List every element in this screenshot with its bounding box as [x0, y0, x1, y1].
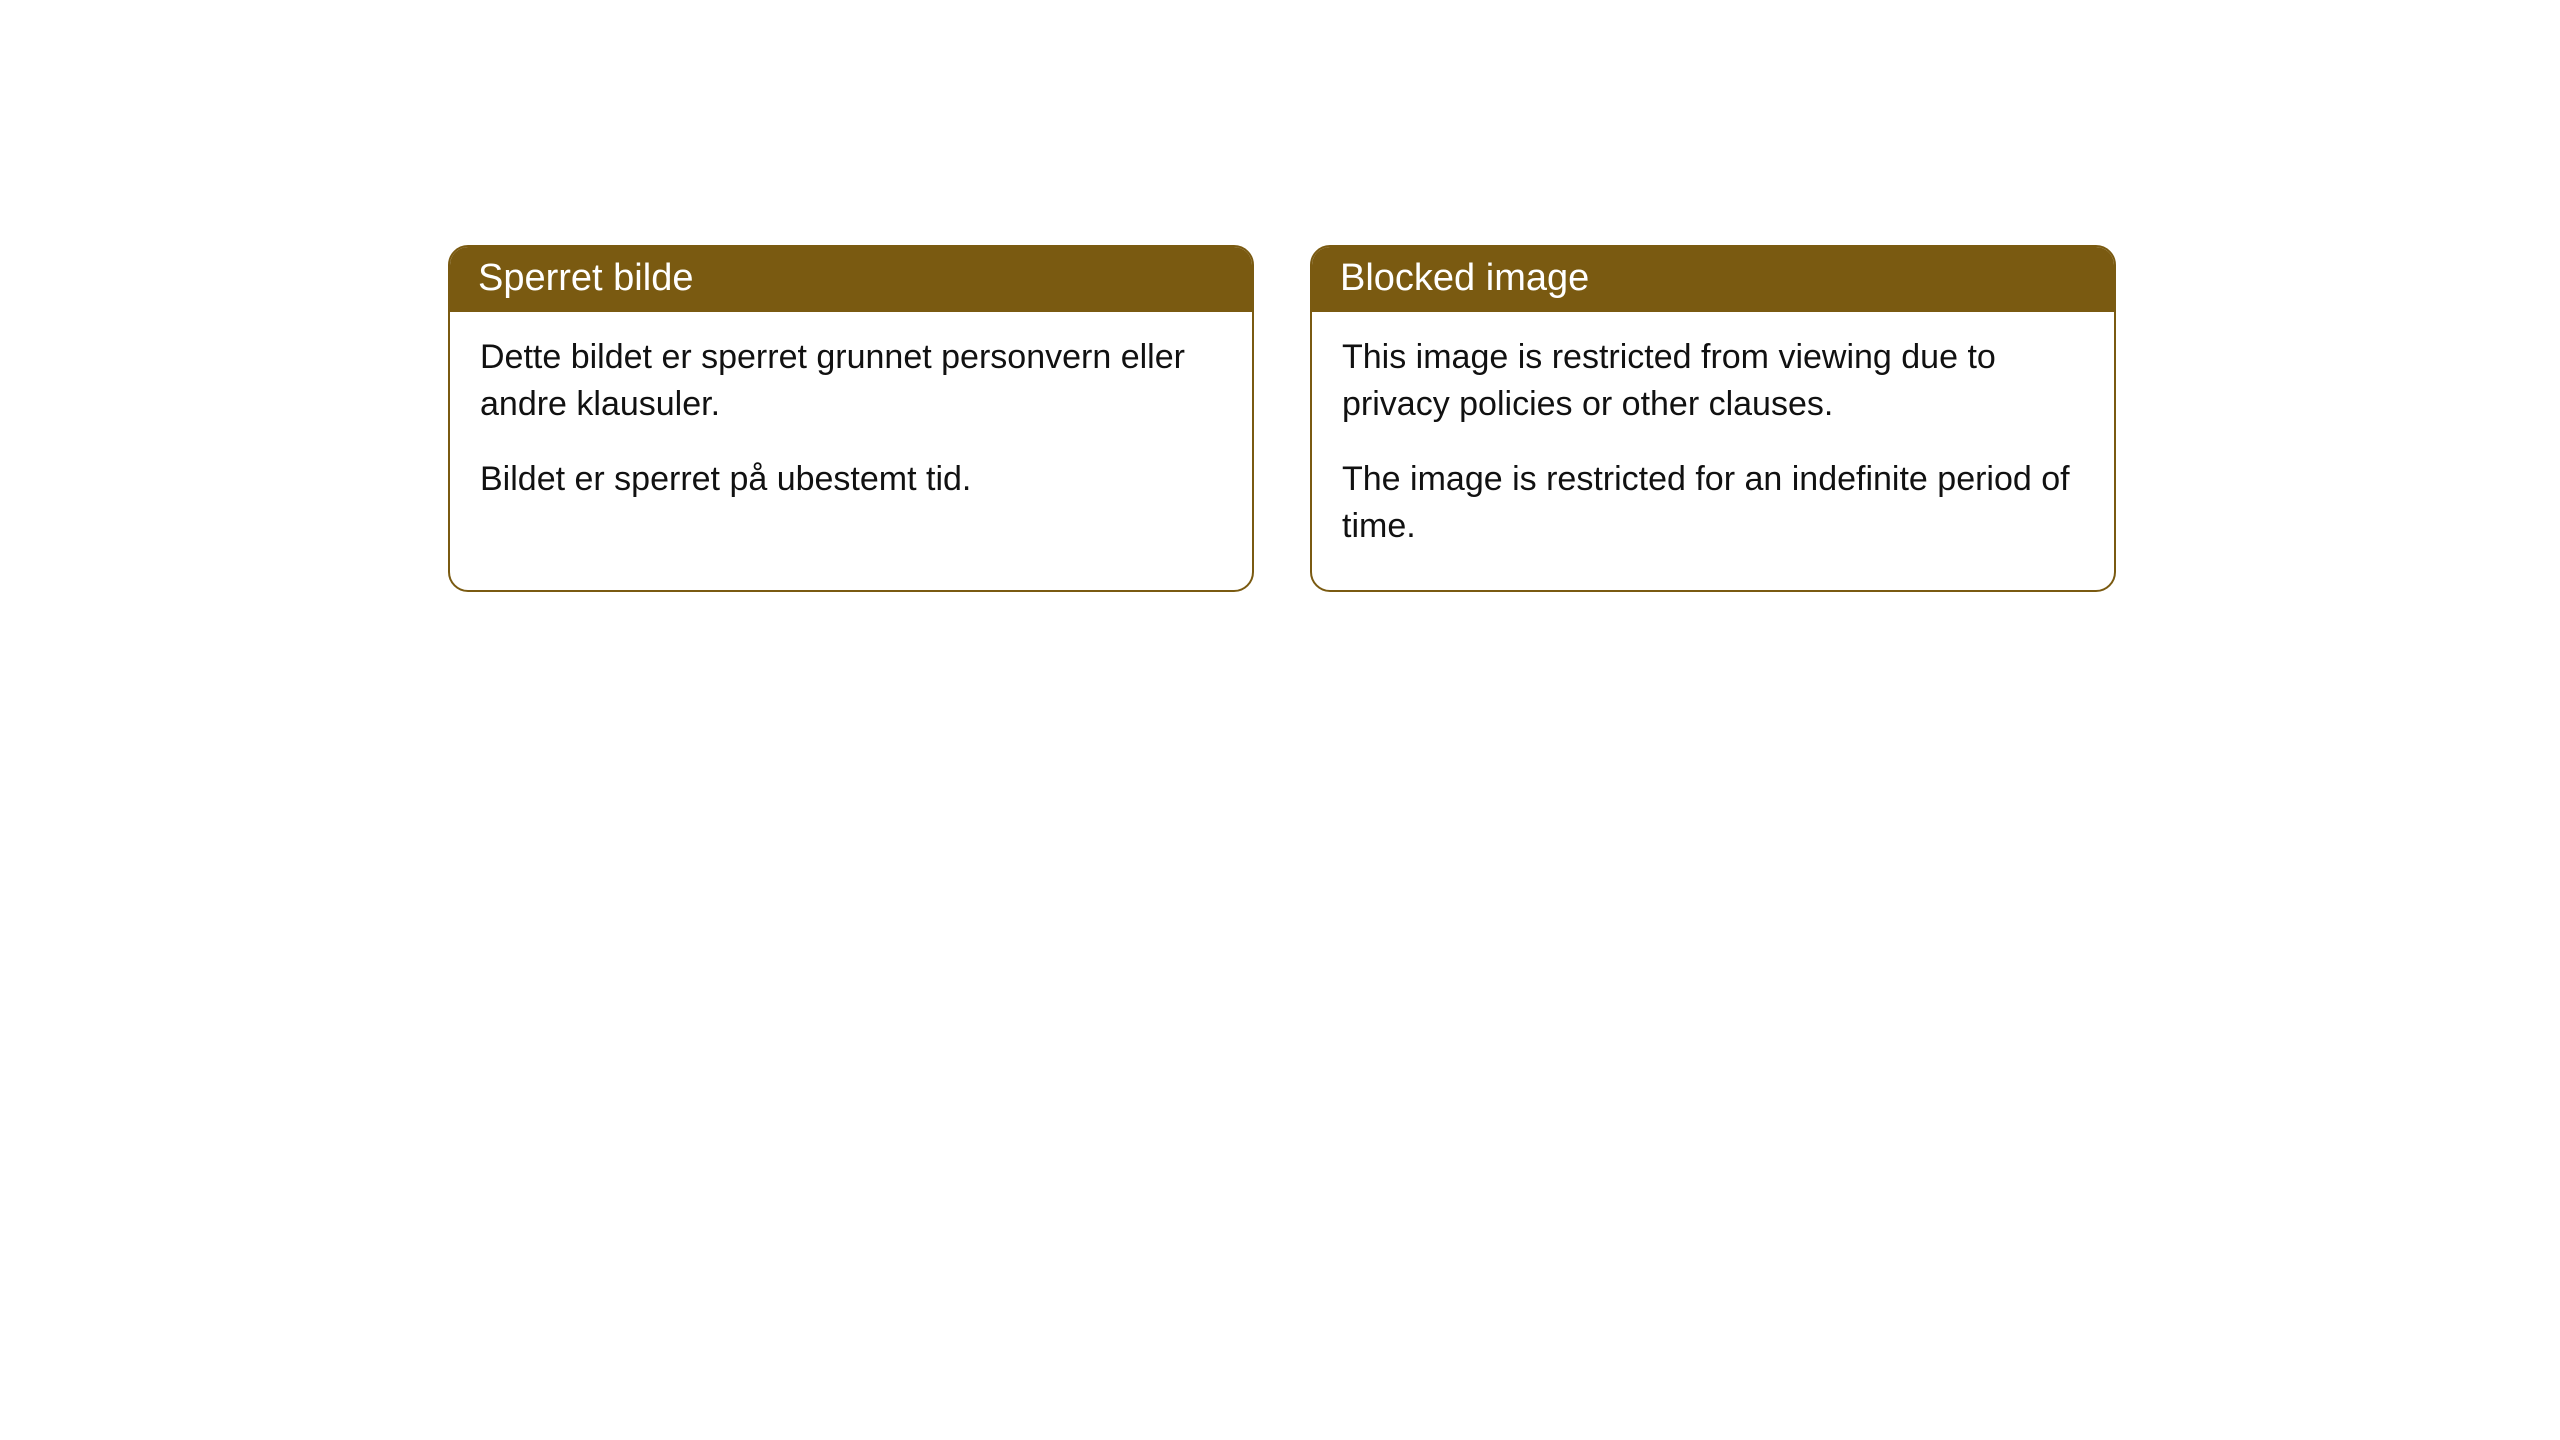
card-paragraph: The image is restricted for an indefinit…	[1342, 456, 2084, 550]
card-body: Dette bildet er sperret grunnet personve…	[450, 312, 1252, 543]
card-header: Blocked image	[1312, 247, 2114, 312]
card-paragraph: Bildet er sperret på ubestemt tid.	[480, 456, 1222, 503]
notice-card-norwegian: Sperret bilde Dette bildet er sperret gr…	[448, 245, 1254, 592]
notice-cards-container: Sperret bilde Dette bildet er sperret gr…	[0, 0, 2560, 592]
card-paragraph: This image is restricted from viewing du…	[1342, 334, 2084, 428]
notice-card-english: Blocked image This image is restricted f…	[1310, 245, 2116, 592]
card-header: Sperret bilde	[450, 247, 1252, 312]
card-paragraph: Dette bildet er sperret grunnet personve…	[480, 334, 1222, 428]
card-body: This image is restricted from viewing du…	[1312, 312, 2114, 590]
